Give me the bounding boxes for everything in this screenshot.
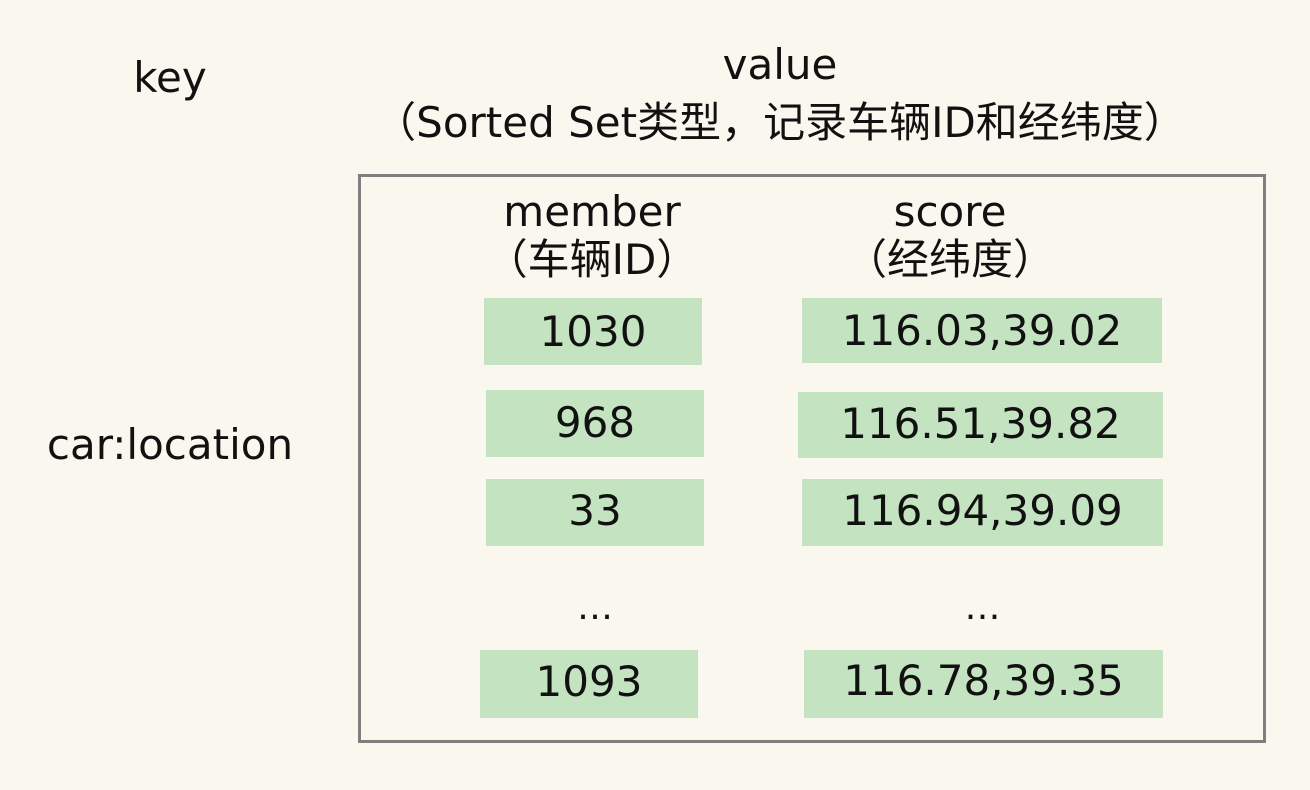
member-header-label: member — [503, 187, 681, 236]
member-ellipsis: … — [577, 587, 613, 628]
score-ellipsis: … — [964, 587, 1001, 628]
score-header-sublabel: （经纬度） — [844, 235, 1055, 284]
score-cell: 116.51,39.82 — [798, 392, 1163, 458]
member-cell: 33 — [486, 479, 704, 546]
member-cell: 1093 — [480, 650, 698, 718]
member-header-sublabel: （车辆ID） — [485, 235, 699, 284]
score-column-header: score （经纬度） — [830, 188, 1070, 284]
score-cell: 116.78,39.35 — [804, 650, 1163, 718]
sorted-set-container — [358, 174, 1266, 743]
member-column-header: member （车辆ID） — [472, 188, 712, 284]
value-column-label: value — [722, 40, 838, 89]
score-header-label: score — [893, 187, 1007, 236]
member-cell: 1030 — [484, 298, 702, 365]
value-type-description: （Sorted Set类型，记录车辆ID和经纬度） — [374, 98, 1186, 147]
key-column-label: key — [133, 53, 207, 102]
score-cell: 116.94,39.09 — [802, 479, 1163, 546]
score-cell: 116.03,39.02 — [802, 298, 1162, 363]
key-name: car:location — [46, 420, 294, 469]
member-cell: 968 — [486, 390, 704, 457]
